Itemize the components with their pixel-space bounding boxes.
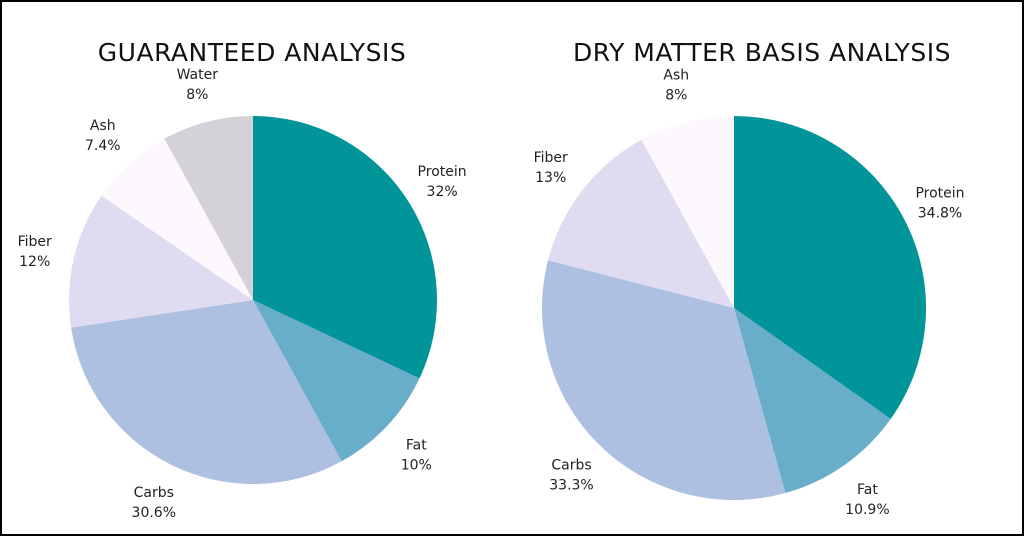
slice-value: 12% xyxy=(19,254,50,270)
slice-value: 30.6% xyxy=(132,505,176,521)
pie-labels: Protein 32% Fat 10% Carbs 30.6% Fiber 12% Ash 7.4… xyxy=(18,67,467,521)
chart-title: DRY MATTER BASIS ANALYSIS xyxy=(573,38,951,67)
slice-label-carbs: Carbs 33.3% xyxy=(549,458,593,494)
slice-name: Fat xyxy=(406,437,427,453)
slice-value: 10% xyxy=(401,457,432,473)
slice-name: Carbs xyxy=(551,458,591,474)
guaranteed-analysis-panel: GUARANTEED ANALYSIS Protein 32% Fat 10% Carb… xyxy=(2,2,502,534)
slice-name: Protein xyxy=(915,185,964,201)
pie-slices xyxy=(541,116,927,500)
slice-value: 8% xyxy=(186,87,208,103)
pie-slice-ash xyxy=(101,138,253,300)
slice-name: Fiber xyxy=(534,150,568,166)
dry-matter-panel: DRY MATTER BASIS ANALYSIS Protein 34.8% Fa… xyxy=(502,2,1022,534)
slice-name: Water xyxy=(177,67,219,83)
slice-label-protein: Protein 34.8% xyxy=(915,185,964,221)
slice-label-water: Water 8% xyxy=(177,67,219,103)
slice-name: Fiber xyxy=(18,234,52,250)
pie-slices xyxy=(69,116,438,484)
pie-slice-fat xyxy=(253,300,420,462)
slice-label-ash: Ash 8% xyxy=(663,67,689,103)
slice-name: Carbs xyxy=(134,485,174,501)
pie-slice-fiber xyxy=(69,195,253,328)
pie-slice-protein xyxy=(253,116,438,379)
slice-value: 8% xyxy=(665,87,687,103)
pie-slice-carbs xyxy=(541,260,786,500)
slice-label-ash: Ash 7.4% xyxy=(85,118,121,154)
slice-label-fat: Fat 10.9% xyxy=(845,482,889,518)
guaranteed-analysis-pie: Protein 32% Fat 10% Carbs 30.6% Fiber 12% Ash 7.4… xyxy=(18,67,467,521)
slice-value: 33.3% xyxy=(549,478,593,494)
slice-label-fat: Fat 10% xyxy=(401,437,432,473)
slice-label-fiber: Fiber 12% xyxy=(18,234,52,270)
slice-name: Protein xyxy=(418,164,467,180)
pie-slice-ash xyxy=(641,116,734,308)
pie-slice-water xyxy=(164,116,253,300)
pie-slice-fat xyxy=(734,308,891,494)
chart-title: GUARANTEED ANALYSIS xyxy=(97,38,407,67)
pie-slice-fiber xyxy=(548,139,734,308)
slice-value: 34.8% xyxy=(918,205,962,221)
slice-value: 13% xyxy=(535,170,566,186)
slice-label-fiber: Fiber 13% xyxy=(534,150,568,186)
dry-matter-pie: Protein 34.8% Fat 10.9% Carbs 33.3% Fiber 13% As… xyxy=(534,67,965,518)
pie-slice-carbs xyxy=(71,300,342,484)
slice-value: 10.9% xyxy=(845,502,889,518)
slice-name: Ash xyxy=(90,118,116,134)
slice-name: Fat xyxy=(857,482,878,498)
slice-name: Ash xyxy=(663,67,689,83)
pie-labels: Protein 34.8% Fat 10.9% Carbs 33.3% Fiber 13% As… xyxy=(534,67,965,518)
pie-slice-protein xyxy=(734,116,927,419)
slice-label-protein: Protein 32% xyxy=(418,164,467,200)
slice-value: 32% xyxy=(427,184,458,200)
slice-label-carbs: Carbs 30.6% xyxy=(132,485,176,521)
slice-value: 7.4% xyxy=(85,138,121,154)
